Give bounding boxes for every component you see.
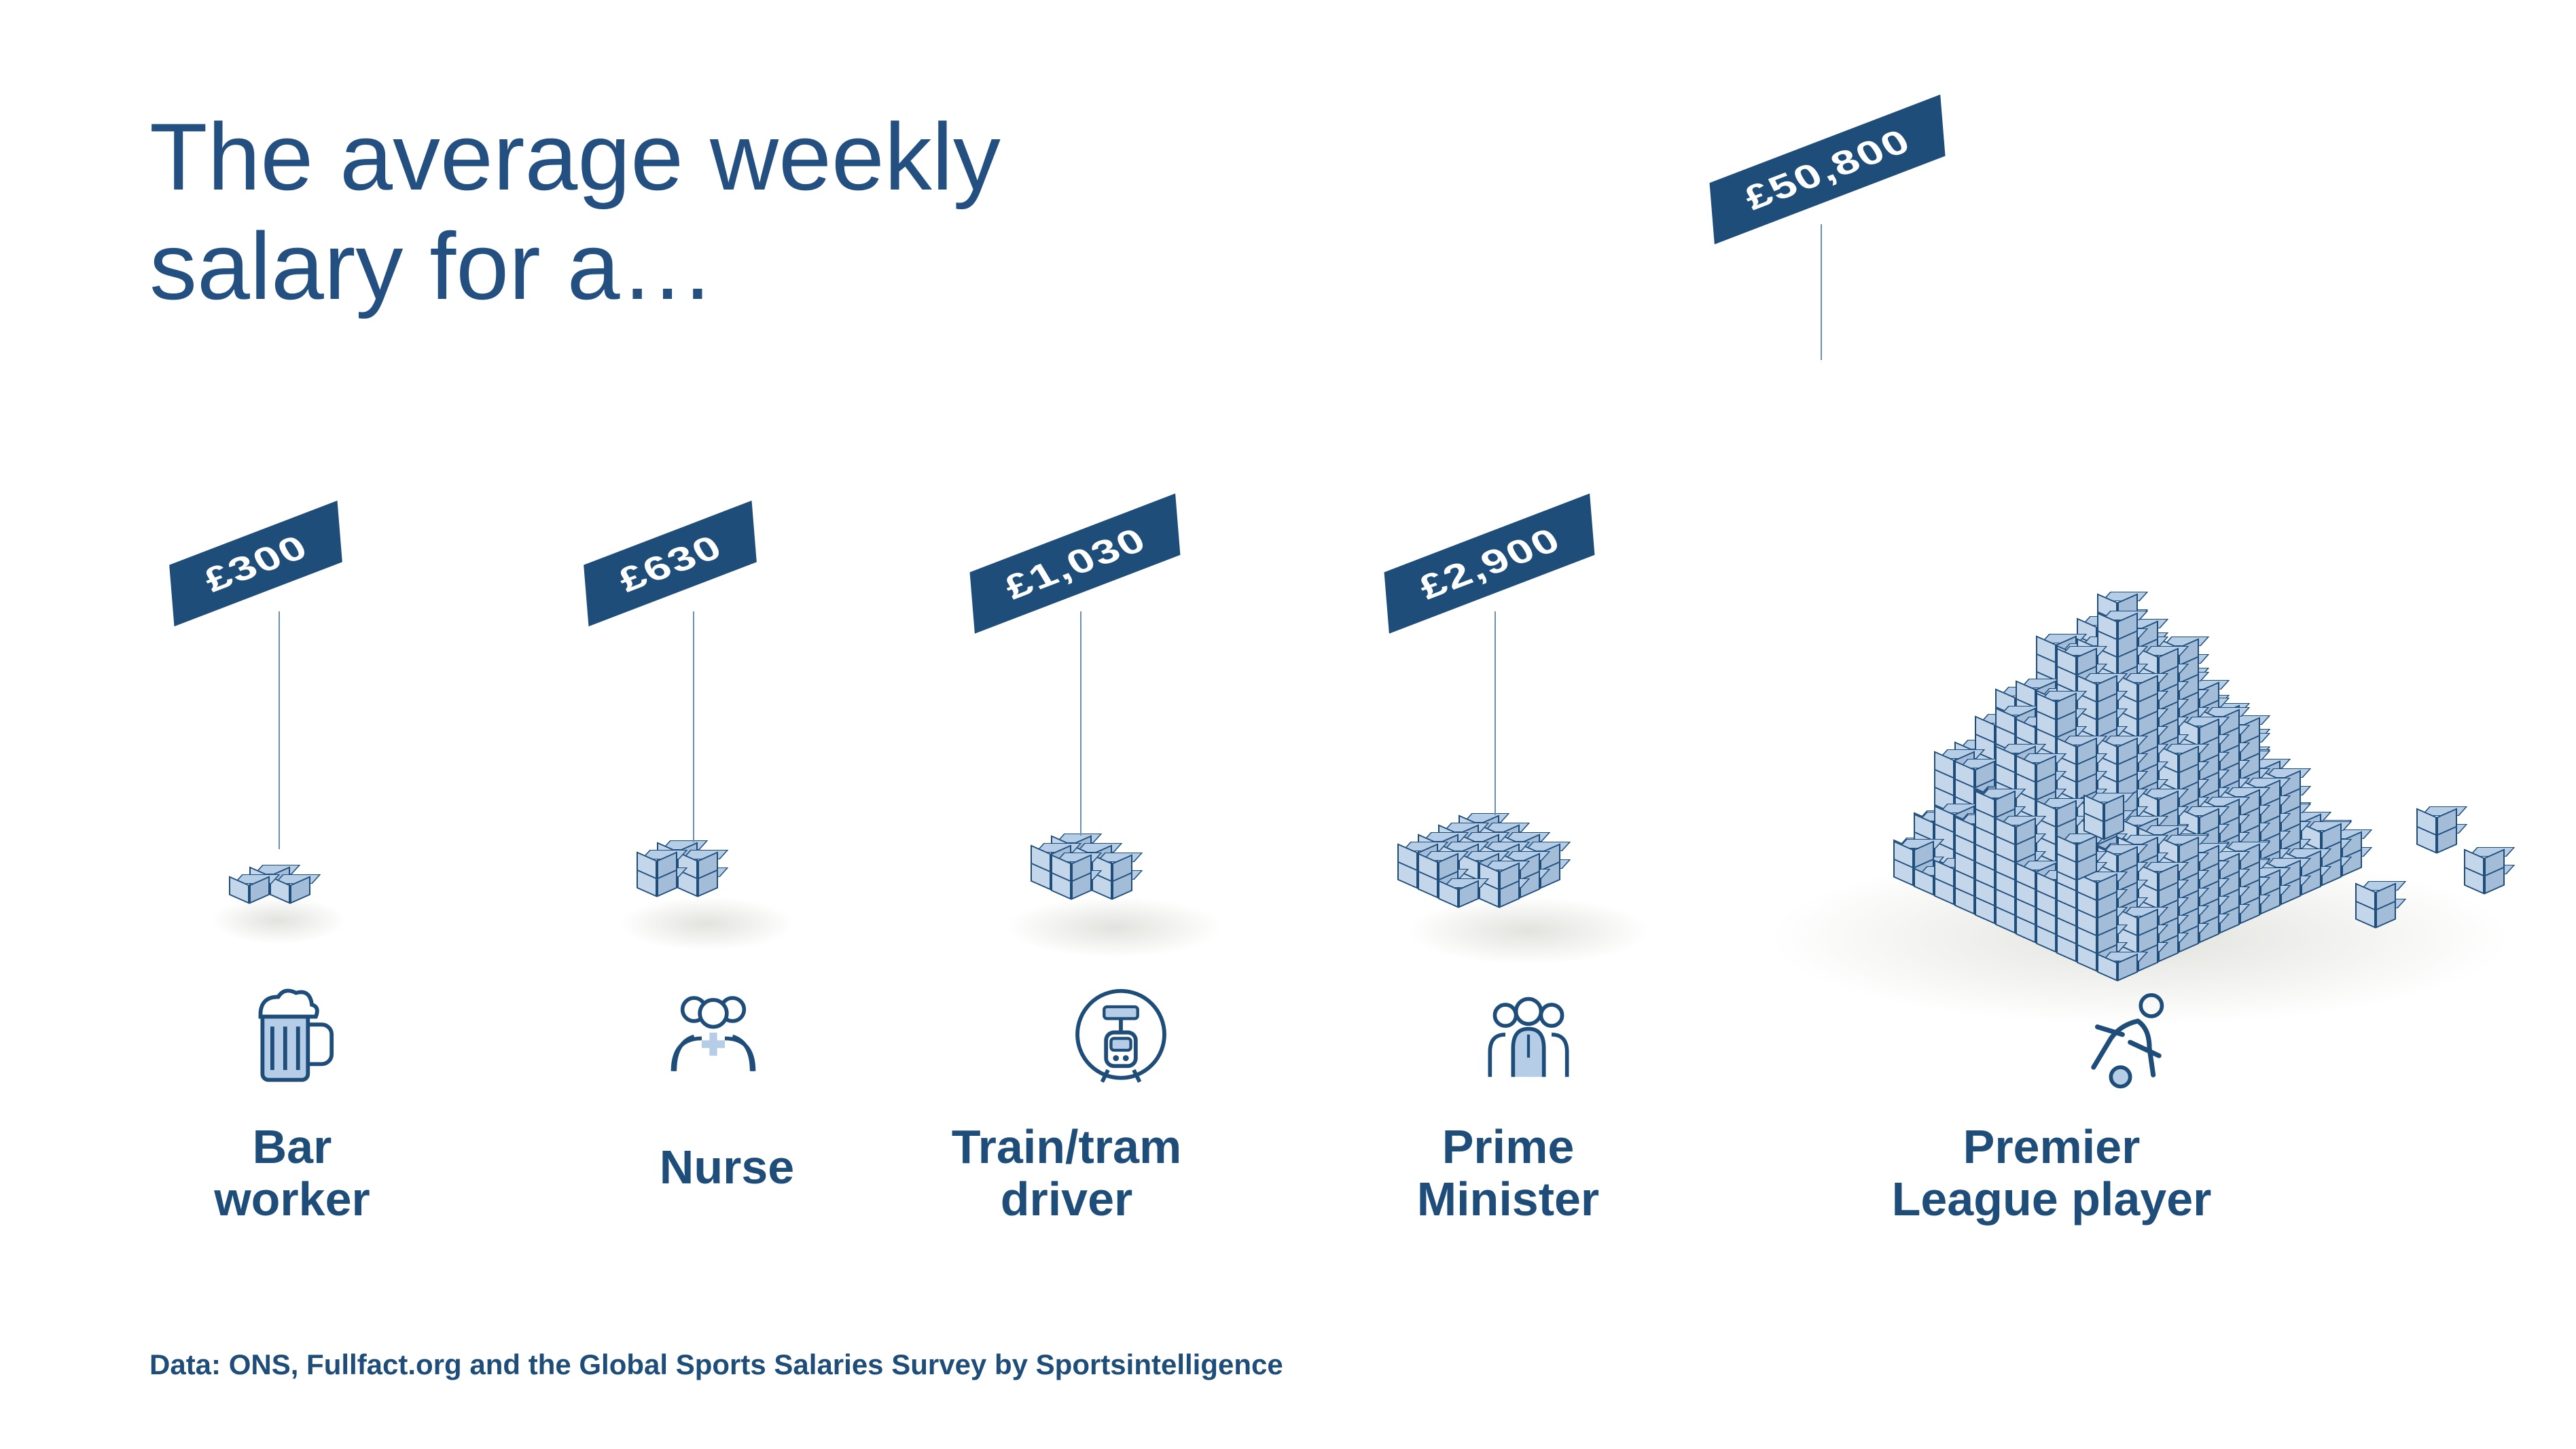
- money-block: [1427, 856, 1465, 878]
- salary-value: £1,030: [997, 520, 1154, 607]
- salary-value-tag: £300: [169, 501, 342, 626]
- money-block: [1101, 857, 1139, 879]
- money-block: [645, 855, 683, 876]
- money-block: [1447, 883, 1485, 905]
- leader-line: [693, 611, 694, 842]
- infographic-title: The average weeklysalary for a…: [149, 102, 1001, 321]
- money-block: [2065, 651, 2103, 673]
- money-block: [2147, 651, 2185, 673]
- football-icon: [2065, 978, 2187, 1101]
- money-block: [1488, 865, 1526, 887]
- money-block: [2086, 876, 2124, 898]
- job-label: Nurse: [564, 1141, 890, 1194]
- data-source: Data: ONS, Fullfact.org and the Global S…: [149, 1348, 1283, 1381]
- money-block: [2187, 721, 2225, 743]
- job-label: Train/tramdriver: [904, 1121, 1230, 1226]
- money-block: [2106, 740, 2144, 762]
- leader-line: [1080, 611, 1081, 836]
- money-block: [2126, 678, 2164, 700]
- money-block: [2310, 826, 2348, 848]
- salary-value: £300: [196, 527, 315, 600]
- money-block: [2167, 840, 2205, 861]
- beer-icon: [231, 978, 353, 1101]
- money-block: [2126, 912, 2164, 933]
- money-block: [238, 879, 276, 901]
- money-block: [2147, 793, 2185, 815]
- money-block: [2187, 811, 2225, 833]
- ground-shadow: [618, 897, 795, 951]
- people-icon: [1467, 978, 1590, 1101]
- job-label: PrimeMinister: [1345, 1121, 1671, 1226]
- job-label: PremierLeague player: [1889, 1121, 2215, 1226]
- salary-value: £50,800: [1736, 121, 1918, 217]
- money-block: [2425, 811, 2463, 833]
- money-block: [2045, 803, 2083, 825]
- leader-line: [1495, 611, 1496, 815]
- money-block: [2092, 798, 2130, 819]
- salary-value-tag: £2,900: [1384, 493, 1595, 634]
- money-block: [2167, 749, 2205, 770]
- money-block: [2065, 740, 2103, 762]
- money-block: [2473, 852, 2511, 874]
- salary-value-tag: £1,030: [970, 493, 1181, 634]
- money-block: [1060, 857, 1098, 879]
- job-label: Barworker: [129, 1121, 455, 1226]
- leader-line: [279, 611, 280, 849]
- ground-shadow: [1406, 897, 1651, 965]
- money-block: [2024, 758, 2062, 780]
- money-block: [686, 855, 724, 876]
- money-block: [1984, 793, 2022, 815]
- nurse-icon: [652, 978, 774, 1101]
- money-block: [2106, 615, 2144, 637]
- money-block: [279, 879, 317, 901]
- money-block: [2045, 696, 2083, 717]
- salary-value-tag: £50,800: [1709, 94, 1945, 244]
- ground-shadow: [1005, 897, 1223, 958]
- money-block: [2106, 849, 2144, 871]
- money-block: [2364, 886, 2402, 908]
- money-block: [2106, 956, 2144, 978]
- salary-value: £630: [610, 527, 730, 600]
- salary-value-tag: £630: [584, 501, 757, 626]
- salary-value: £2,900: [1411, 520, 1569, 607]
- money-block: [2065, 838, 2103, 860]
- money-block: [2086, 678, 2124, 700]
- money-block: [2004, 821, 2042, 842]
- ground-shadow: [211, 897, 346, 944]
- money-block: [2147, 867, 2185, 889]
- train-icon: [1060, 978, 1182, 1101]
- leader-line: [1821, 224, 1822, 360]
